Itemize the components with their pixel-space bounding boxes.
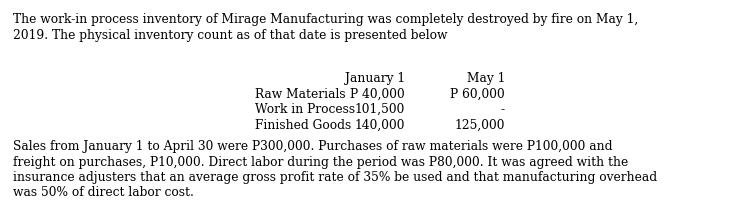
- Text: The work-in process inventory of Mirage Manufacturing was completely destroyed b: The work-in process inventory of Mirage …: [13, 13, 638, 26]
- Text: Work in Process: Work in Process: [255, 103, 355, 116]
- Text: -: -: [501, 103, 505, 116]
- Text: 101,500: 101,500: [354, 103, 405, 116]
- Text: May 1: May 1: [467, 72, 505, 85]
- Text: Finished Goods: Finished Goods: [255, 119, 352, 132]
- Text: 2019. The physical inventory count as of that date is presented below: 2019. The physical inventory count as of…: [13, 29, 448, 42]
- Text: Sales from January 1 to April 30 were P300,000. Purchases of raw materials were : Sales from January 1 to April 30 were P3…: [13, 140, 613, 153]
- Text: 125,000: 125,000: [454, 119, 505, 132]
- Text: January 1: January 1: [345, 72, 405, 85]
- Text: P 40,000: P 40,000: [350, 88, 405, 101]
- Text: Raw Materials: Raw Materials: [255, 88, 346, 101]
- Text: P 60,000: P 60,000: [450, 88, 505, 101]
- Text: 140,000: 140,000: [354, 119, 405, 132]
- Text: was 50% of direct labor cost.: was 50% of direct labor cost.: [13, 187, 194, 200]
- Text: freight on purchases, P10,000. Direct labor during the period was P80,000. It wa: freight on purchases, P10,000. Direct la…: [13, 156, 628, 169]
- Text: insurance adjusters that an average gross profit rate of 35% be used and that ma: insurance adjusters that an average gros…: [13, 171, 657, 184]
